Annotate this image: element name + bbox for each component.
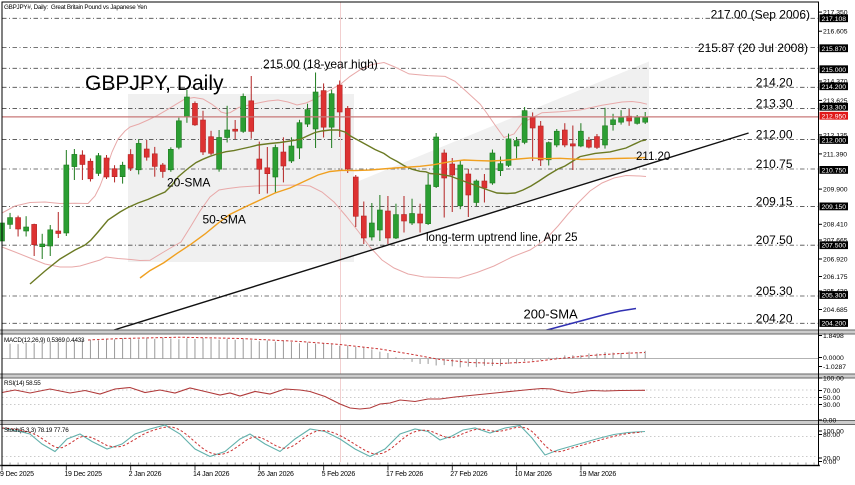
svg-text:217.108: 217.108 bbox=[822, 16, 847, 23]
svg-text:14 Jan 2026: 14 Jan 2026 bbox=[193, 471, 230, 478]
svg-text:212.000: 212.000 bbox=[822, 138, 847, 145]
svg-text:0.00: 0.00 bbox=[823, 459, 836, 466]
svg-text:209.15: 209.15 bbox=[756, 194, 793, 208]
svg-text:215.87 (20 Jul 2008): 215.87 (20 Jul 2008) bbox=[698, 41, 808, 55]
svg-text:213.30: 213.30 bbox=[756, 97, 793, 111]
svg-text:212.950: 212.950 bbox=[822, 113, 847, 120]
svg-text:210.750: 210.750 bbox=[822, 167, 847, 174]
svg-text:213.300: 213.300 bbox=[822, 104, 847, 111]
svg-text:207.50: 207.50 bbox=[756, 233, 793, 247]
svg-text:2 Jan 2026: 2 Jan 2026 bbox=[129, 471, 162, 478]
svg-text:70.00: 70.00 bbox=[823, 388, 840, 395]
svg-text:27 Feb 2026: 27 Feb 2026 bbox=[450, 471, 487, 478]
svg-text:204.20: 204.20 bbox=[756, 311, 793, 325]
svg-text:GBPJPY#, Daily: Great Britain: GBPJPY#, Daily: Great Britain Pound vs J… bbox=[4, 4, 148, 11]
svg-text:Stoch(5,3,3) 78.19 77.76: Stoch(5,3,3) 78.19 77.76 bbox=[4, 427, 69, 434]
svg-text:215.000: 215.000 bbox=[822, 67, 847, 74]
svg-text:213.625: 213.625 bbox=[823, 98, 848, 105]
svg-text:RSI(14) 58.55: RSI(14) 58.55 bbox=[4, 380, 41, 387]
svg-text:216.605: 216.605 bbox=[823, 29, 848, 36]
svg-text:26 Jan 2026: 26 Jan 2026 bbox=[257, 471, 294, 478]
svg-text:217.350: 217.350 bbox=[823, 10, 848, 17]
svg-text:206.175: 206.175 bbox=[823, 274, 848, 281]
svg-text:214.370: 214.370 bbox=[823, 78, 848, 85]
svg-text:50.00: 50.00 bbox=[823, 395, 840, 402]
svg-text:30.00: 30.00 bbox=[823, 402, 840, 409]
svg-text:-1.0287: -1.0287 bbox=[823, 364, 846, 371]
svg-text:50-SMA: 50-SMA bbox=[203, 213, 246, 227]
svg-text:206.920: 206.920 bbox=[823, 256, 848, 263]
svg-text:100.00: 100.00 bbox=[823, 375, 844, 382]
svg-text:5 Feb 2026: 5 Feb 2026 bbox=[322, 471, 356, 478]
svg-text:MACD(12,26,9) 0.5369 0.4433: MACD(12,26,9) 0.5369 0.4433 bbox=[4, 337, 85, 344]
svg-text:209.150: 209.150 bbox=[822, 204, 847, 211]
svg-text:20-SMA: 20-SMA bbox=[167, 176, 210, 190]
svg-text:207.500: 207.500 bbox=[822, 243, 847, 250]
svg-text:208.410: 208.410 bbox=[823, 222, 848, 229]
svg-text:212.135: 212.135 bbox=[823, 132, 848, 139]
svg-text:0.00: 0.00 bbox=[823, 417, 836, 424]
svg-text:211.20: 211.20 bbox=[636, 151, 670, 163]
svg-text:205.30: 205.30 bbox=[756, 284, 793, 298]
svg-text:20.00: 20.00 bbox=[823, 455, 840, 462]
svg-text:GBPJPY, Daily: GBPJPY, Daily bbox=[85, 72, 224, 95]
svg-text:204.685: 204.685 bbox=[823, 307, 848, 314]
svg-text:207.665: 207.665 bbox=[823, 237, 848, 244]
svg-text:215.00 (18-year high): 215.00 (18-year high) bbox=[263, 57, 378, 71]
svg-text:215.870: 215.870 bbox=[822, 46, 847, 53]
svg-text:0.0000: 0.0000 bbox=[823, 355, 844, 362]
svg-text:1.8498: 1.8498 bbox=[823, 333, 844, 340]
svg-text:210.75: 210.75 bbox=[756, 157, 793, 171]
svg-text:211.390: 211.390 bbox=[823, 151, 847, 158]
svg-text:212.00: 212.00 bbox=[756, 127, 793, 141]
svg-text:100.00: 100.00 bbox=[823, 428, 844, 435]
svg-text:10 Mar 2026: 10 Mar 2026 bbox=[515, 471, 552, 478]
svg-text:209.900: 209.900 bbox=[823, 187, 848, 194]
svg-text:long-term uptrend line, Apr 25: long-term uptrend line, Apr 25 bbox=[426, 232, 578, 244]
svg-text:205.300: 205.300 bbox=[822, 293, 847, 300]
svg-text:217.00 (Sep 2006): 217.00 (Sep 2006) bbox=[711, 8, 810, 22]
svg-text:80.00: 80.00 bbox=[823, 432, 840, 439]
svg-text:200-SMA: 200-SMA bbox=[524, 307, 579, 322]
svg-text:19 Dec 2025: 19 Dec 2025 bbox=[64, 471, 102, 478]
svg-text:214.200: 214.200 bbox=[822, 84, 847, 91]
svg-text:204.200: 204.200 bbox=[822, 321, 847, 328]
svg-text:19 Mar 2026: 19 Mar 2026 bbox=[579, 471, 616, 478]
svg-text:214.20: 214.20 bbox=[756, 75, 793, 89]
svg-text:17 Feb 2026: 17 Feb 2026 bbox=[386, 471, 423, 478]
svg-text:9 Dec 2025: 9 Dec 2025 bbox=[0, 471, 34, 478]
